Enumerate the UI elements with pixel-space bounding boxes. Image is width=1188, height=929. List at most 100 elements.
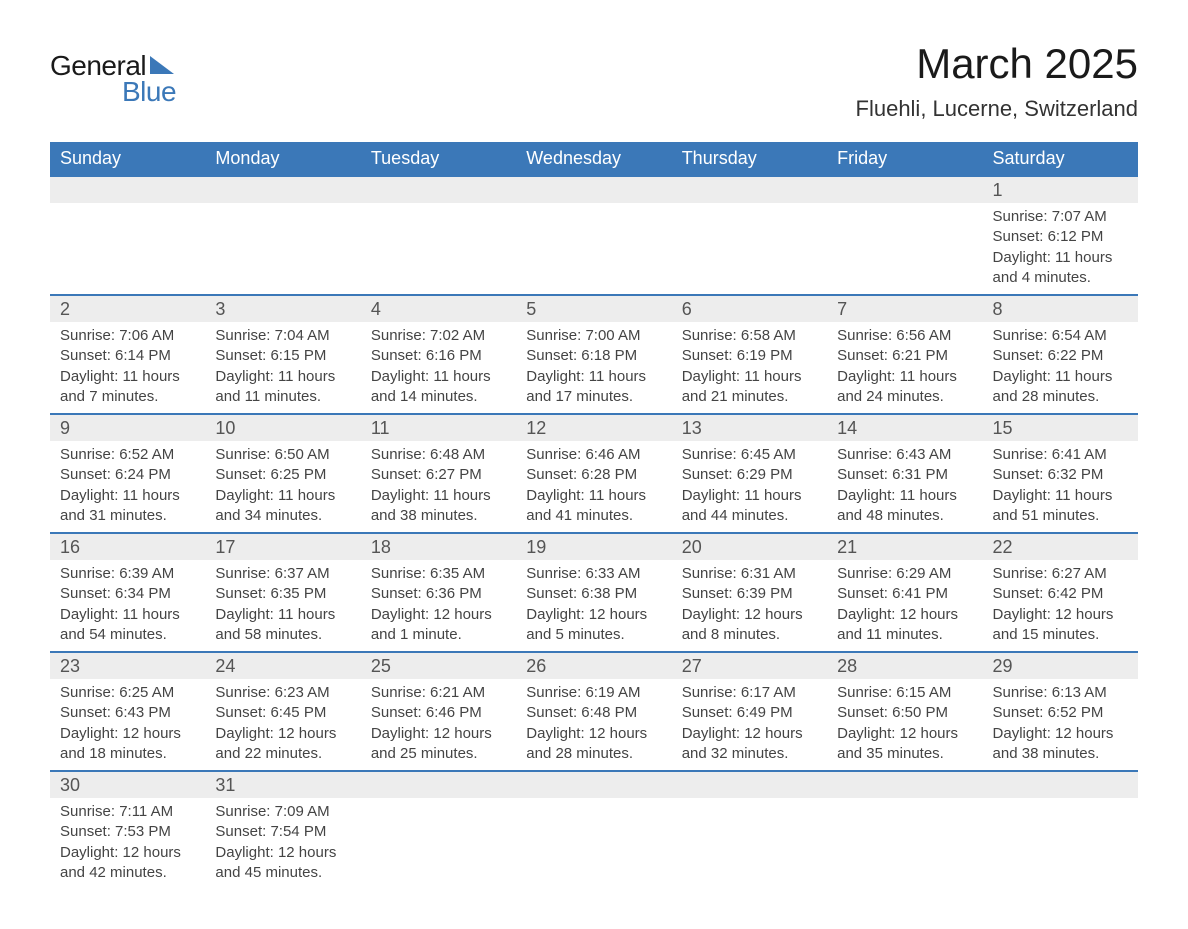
day-sunset: Sunset: 6:32 PM <box>993 465 1128 485</box>
day-daylight1: Daylight: 12 hours <box>526 605 661 625</box>
day-number-cell: 19 <box>516 533 671 560</box>
day-data-cell: Sunrise: 6:25 AMSunset: 6:43 PMDaylight:… <box>50 679 205 771</box>
day-sunset: Sunset: 6:21 PM <box>837 346 972 366</box>
day-data-cell: Sunrise: 6:23 AMSunset: 6:45 PMDaylight:… <box>205 679 360 771</box>
day-daylight2: and 42 minutes. <box>60 863 195 883</box>
day-daylight1: Daylight: 12 hours <box>993 724 1128 744</box>
daynum-row: 23242526272829 <box>50 652 1138 679</box>
day-daylight1: Daylight: 12 hours <box>526 724 661 744</box>
logo-text-blue: Blue <box>122 76 176 108</box>
day-number-cell <box>827 771 982 798</box>
day-sunrise: Sunrise: 6:33 AM <box>526 564 661 584</box>
day-sunset: Sunset: 6:24 PM <box>60 465 195 485</box>
day-sunrise: Sunrise: 6:17 AM <box>682 683 817 703</box>
day-number-cell <box>672 771 827 798</box>
day-data-cell: Sunrise: 6:15 AMSunset: 6:50 PMDaylight:… <box>827 679 982 771</box>
day-data-cell: Sunrise: 6:33 AMSunset: 6:38 PMDaylight:… <box>516 560 671 652</box>
day-sunrise: Sunrise: 6:54 AM <box>993 326 1128 346</box>
day-sunrise: Sunrise: 6:13 AM <box>993 683 1128 703</box>
day-daylight2: and 11 minutes. <box>837 625 972 645</box>
day-daylight2: and 1 minute. <box>371 625 506 645</box>
day-data-cell: Sunrise: 6:52 AMSunset: 6:24 PMDaylight:… <box>50 441 205 533</box>
daynum-row: 1 <box>50 176 1138 203</box>
day-daylight1: Daylight: 11 hours <box>993 367 1128 387</box>
location: Fluehli, Lucerne, Switzerland <box>856 96 1138 122</box>
day-daylight2: and 28 minutes. <box>526 744 661 764</box>
day-number-cell: 9 <box>50 414 205 441</box>
day-daylight2: and 51 minutes. <box>993 506 1128 526</box>
day-data-cell: Sunrise: 7:11 AMSunset: 7:53 PMDaylight:… <box>50 798 205 889</box>
day-sunrise: Sunrise: 6:25 AM <box>60 683 195 703</box>
day-sunrise: Sunrise: 6:41 AM <box>993 445 1128 465</box>
day-data-cell: Sunrise: 6:35 AMSunset: 6:36 PMDaylight:… <box>361 560 516 652</box>
day-number-cell: 22 <box>983 533 1138 560</box>
day-number-cell: 2 <box>50 295 205 322</box>
daydata-row: Sunrise: 7:06 AMSunset: 6:14 PMDaylight:… <box>50 322 1138 414</box>
day-daylight2: and 15 minutes. <box>993 625 1128 645</box>
day-daylight1: Daylight: 12 hours <box>371 724 506 744</box>
day-sunset: Sunset: 6:38 PM <box>526 584 661 604</box>
day-sunset: Sunset: 6:43 PM <box>60 703 195 723</box>
day-sunset: Sunset: 7:54 PM <box>215 822 350 842</box>
day-daylight2: and 35 minutes. <box>837 744 972 764</box>
day-number-cell: 11 <box>361 414 516 441</box>
day-sunrise: Sunrise: 6:50 AM <box>215 445 350 465</box>
day-daylight2: and 48 minutes. <box>837 506 972 526</box>
day-sunrise: Sunrise: 6:52 AM <box>60 445 195 465</box>
calendar-table: Sunday Monday Tuesday Wednesday Thursday… <box>50 142 1138 889</box>
day-sunset: Sunset: 6:48 PM <box>526 703 661 723</box>
day-daylight1: Daylight: 11 hours <box>837 367 972 387</box>
day-sunset: Sunset: 6:29 PM <box>682 465 817 485</box>
day-sunset: Sunset: 6:42 PM <box>993 584 1128 604</box>
day-number-cell: 14 <box>827 414 982 441</box>
day-daylight2: and 11 minutes. <box>215 387 350 407</box>
day-daylight1: Daylight: 11 hours <box>371 367 506 387</box>
day-daylight1: Daylight: 12 hours <box>215 724 350 744</box>
day-sunset: Sunset: 6:49 PM <box>682 703 817 723</box>
day-daylight1: Daylight: 12 hours <box>993 605 1128 625</box>
day-sunrise: Sunrise: 6:21 AM <box>371 683 506 703</box>
day-data-cell: Sunrise: 6:31 AMSunset: 6:39 PMDaylight:… <box>672 560 827 652</box>
day-data-cell: Sunrise: 6:37 AMSunset: 6:35 PMDaylight:… <box>205 560 360 652</box>
day-daylight1: Daylight: 11 hours <box>60 367 195 387</box>
daydata-row: Sunrise: 7:11 AMSunset: 7:53 PMDaylight:… <box>50 798 1138 889</box>
dayheader-thursday: Thursday <box>672 142 827 176</box>
day-sunrise: Sunrise: 7:09 AM <box>215 802 350 822</box>
day-data-cell <box>50 203 205 295</box>
day-data-cell: Sunrise: 7:02 AMSunset: 6:16 PMDaylight:… <box>361 322 516 414</box>
day-daylight2: and 58 minutes. <box>215 625 350 645</box>
day-data-cell: Sunrise: 6:58 AMSunset: 6:19 PMDaylight:… <box>672 322 827 414</box>
day-daylight1: Daylight: 11 hours <box>215 367 350 387</box>
day-number-cell <box>205 176 360 203</box>
day-data-cell <box>516 203 671 295</box>
day-number-cell: 28 <box>827 652 982 679</box>
day-number-cell: 18 <box>361 533 516 560</box>
day-data-cell: Sunrise: 6:54 AMSunset: 6:22 PMDaylight:… <box>983 322 1138 414</box>
page-title: March 2025 <box>856 40 1138 88</box>
day-daylight1: Daylight: 11 hours <box>682 367 817 387</box>
day-sunset: Sunset: 6:16 PM <box>371 346 506 366</box>
day-daylight2: and 17 minutes. <box>526 387 661 407</box>
day-number-cell: 26 <box>516 652 671 679</box>
day-data-cell <box>516 798 671 889</box>
day-daylight2: and 31 minutes. <box>60 506 195 526</box>
day-sunset: Sunset: 6:14 PM <box>60 346 195 366</box>
daynum-row: 3031 <box>50 771 1138 798</box>
day-daylight2: and 28 minutes. <box>993 387 1128 407</box>
day-number-cell: 27 <box>672 652 827 679</box>
day-sunset: Sunset: 6:52 PM <box>993 703 1128 723</box>
day-daylight1: Daylight: 11 hours <box>682 486 817 506</box>
day-daylight1: Daylight: 12 hours <box>60 724 195 744</box>
day-number-cell: 31 <box>205 771 360 798</box>
day-number-cell: 20 <box>672 533 827 560</box>
day-number-cell: 12 <box>516 414 671 441</box>
day-sunrise: Sunrise: 7:04 AM <box>215 326 350 346</box>
day-number-cell: 5 <box>516 295 671 322</box>
day-sunset: Sunset: 6:28 PM <box>526 465 661 485</box>
day-daylight1: Daylight: 11 hours <box>215 486 350 506</box>
day-number-cell: 8 <box>983 295 1138 322</box>
day-data-cell <box>983 798 1138 889</box>
day-data-cell: Sunrise: 6:46 AMSunset: 6:28 PMDaylight:… <box>516 441 671 533</box>
day-daylight2: and 38 minutes. <box>371 506 506 526</box>
calendar-body: 1Sunrise: 7:07 AMSunset: 6:12 PMDaylight… <box>50 176 1138 889</box>
